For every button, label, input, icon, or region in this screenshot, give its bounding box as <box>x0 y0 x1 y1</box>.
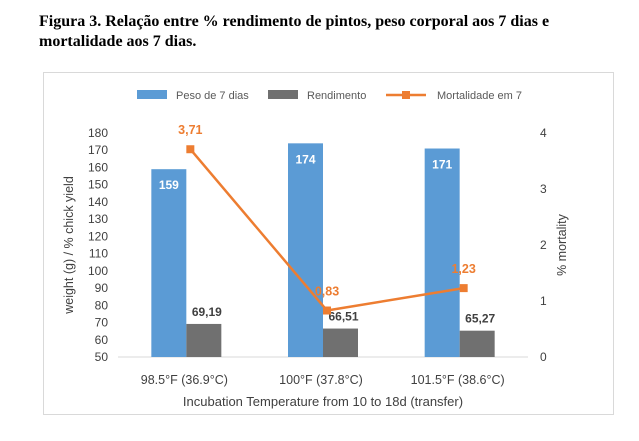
bar-data-label: 171 <box>432 158 452 172</box>
y2-axis-title: % mortality <box>555 213 569 276</box>
y2-tick-label: 0 <box>540 350 547 364</box>
y2-tick-label: 3 <box>540 182 547 196</box>
y-tick-label: 100 <box>88 264 108 278</box>
legend-label-mortalidade: Mortalidade em 7 <box>437 90 522 102</box>
bar-peso <box>424 148 460 357</box>
legend-marker-mortalidade <box>402 91 410 99</box>
legend-swatch-rendimento <box>268 90 298 99</box>
y-tick-label: 150 <box>88 178 108 192</box>
mortality-marker <box>186 145 195 154</box>
legend-label-rendimento: Rendimento <box>307 90 366 102</box>
bar-rendimento <box>323 328 358 357</box>
bar-data-label: 69,19 <box>192 305 222 319</box>
bar-peso <box>151 169 187 357</box>
figure-title: Figura 3. Relação entre % rendimento de … <box>39 13 550 50</box>
bar-data-label: 174 <box>295 152 315 166</box>
y-tick-label: 170 <box>88 143 108 157</box>
x-category-label: 100°F (37.8°C) <box>279 373 363 387</box>
bar-rendimento <box>186 323 222 357</box>
y-tick-label: 70 <box>95 316 109 330</box>
y-tick-label: 130 <box>88 212 108 226</box>
bar-peso <box>288 143 323 357</box>
bar-rendimento <box>459 330 495 357</box>
mortality-data-label: 1,23 <box>451 262 475 276</box>
y2-tick-label: 2 <box>540 238 547 252</box>
y-axis-title: weight (g) / % chick yield <box>62 176 76 315</box>
y-tick-label: 110 <box>89 247 108 261</box>
bar-data-label: 66,51 <box>328 310 358 324</box>
mortality-data-label: 0,83 <box>315 285 339 299</box>
mortality-marker <box>323 306 331 315</box>
mortality-marker <box>459 284 468 293</box>
bar-data-label: 65,27 <box>465 312 495 326</box>
x-axis-title: Incubation Temperature from 10 to 18d (t… <box>183 394 463 409</box>
y2-tick-label: 4 <box>540 126 547 140</box>
bar-data-label: 159 <box>159 178 179 192</box>
y2-tick-label: 1 <box>540 294 547 308</box>
y-tick-label: 160 <box>88 160 108 174</box>
mortality-data-label: 3,71 <box>178 123 202 137</box>
legend-swatch-peso <box>137 90 167 99</box>
y-tick-label: 180 <box>88 126 108 140</box>
x-category-label: 98.5°F (36.9°C) <box>141 373 228 387</box>
y-tick-label: 90 <box>95 281 109 295</box>
y-tick-label: 60 <box>95 333 109 347</box>
y-tick-label: 80 <box>95 298 109 312</box>
y-tick-label: 140 <box>88 195 108 209</box>
chart-frame <box>43 72 614 415</box>
y-tick-label: 50 <box>95 350 109 364</box>
y-tick-label: 120 <box>88 229 108 243</box>
x-category-label: 101.5°F (38.6°C) <box>411 373 505 387</box>
legend-label-peso: Peso de 7 dias <box>176 90 249 102</box>
